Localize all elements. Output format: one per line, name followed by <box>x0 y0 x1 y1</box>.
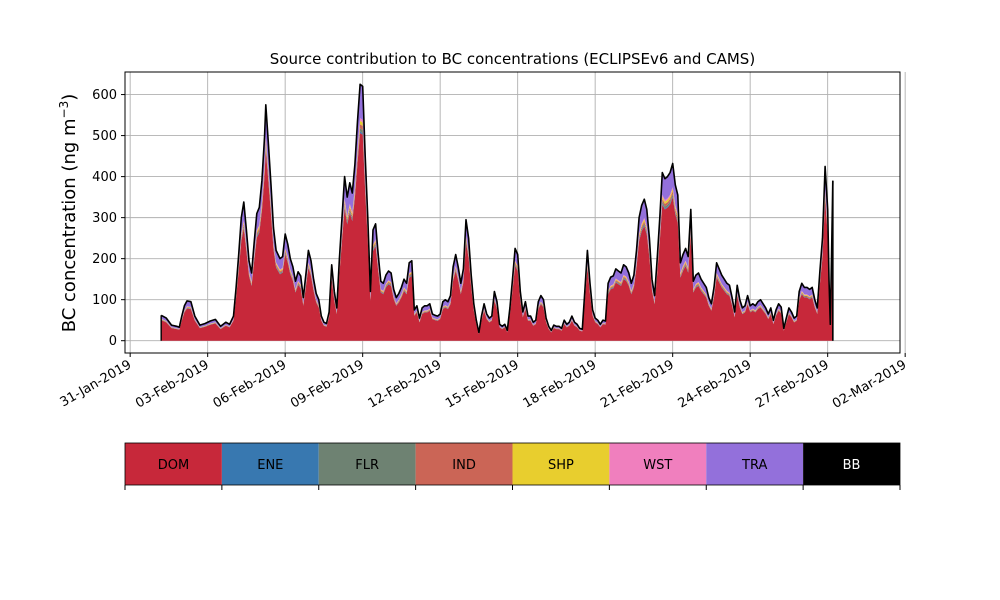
legend-swatch-bb <box>803 443 900 485</box>
legend-swatch-shp <box>512 443 610 485</box>
legend-label-ind: IND <box>452 458 476 473</box>
y-tick-label-5: 500 <box>92 129 117 144</box>
legend-swatch-ene <box>221 443 319 485</box>
area-dom <box>161 133 833 341</box>
y-axis-label: BC concentration (ng m−3) <box>57 94 80 333</box>
axes-frame <box>124 71 901 354</box>
area-wst <box>161 118 833 334</box>
chart-title: Source contribution to BC concentrations… <box>270 50 755 68</box>
legend-label-tra: TRA <box>741 458 767 473</box>
legend-label-flr: FLR <box>355 458 379 473</box>
stacked-areas <box>160 83 834 341</box>
legend-label-dom: DOM <box>158 458 189 473</box>
total-line <box>160 83 834 334</box>
legend-label-ene: ENE <box>257 458 283 473</box>
y-tick-label-3: 300 <box>92 211 117 226</box>
y-tick-label-0: 0 <box>109 334 117 349</box>
y-axis-label-main: BC concentration (ng m <box>59 118 80 332</box>
legend-label-bb: BB <box>843 458 861 473</box>
legend-swatch-dom <box>125 443 222 485</box>
legend-label-wst: WST <box>643 458 672 473</box>
y-tick-label-4: 400 <box>92 170 117 185</box>
legend-swatch-ind <box>415 443 513 485</box>
area-shp <box>161 120 833 334</box>
y-axis-label-close: ) <box>59 94 80 101</box>
area-flr <box>161 128 833 334</box>
legend-swatch-wst <box>609 443 707 485</box>
legend-swatch-flr <box>318 443 416 485</box>
legend-swatch-tra <box>706 443 804 485</box>
legend-label-shp: SHP <box>548 458 574 473</box>
y-tick-label-1: 100 <box>92 293 117 308</box>
y-tick-label-6: 600 <box>92 88 117 103</box>
y-axis-label-exponent: −3 <box>57 101 71 119</box>
legend-colorbar: DOM ENE FLR IND SHP WST TRA BB <box>124 442 901 490</box>
y-tick-label-2: 200 <box>92 252 117 267</box>
area-ind <box>161 124 833 334</box>
